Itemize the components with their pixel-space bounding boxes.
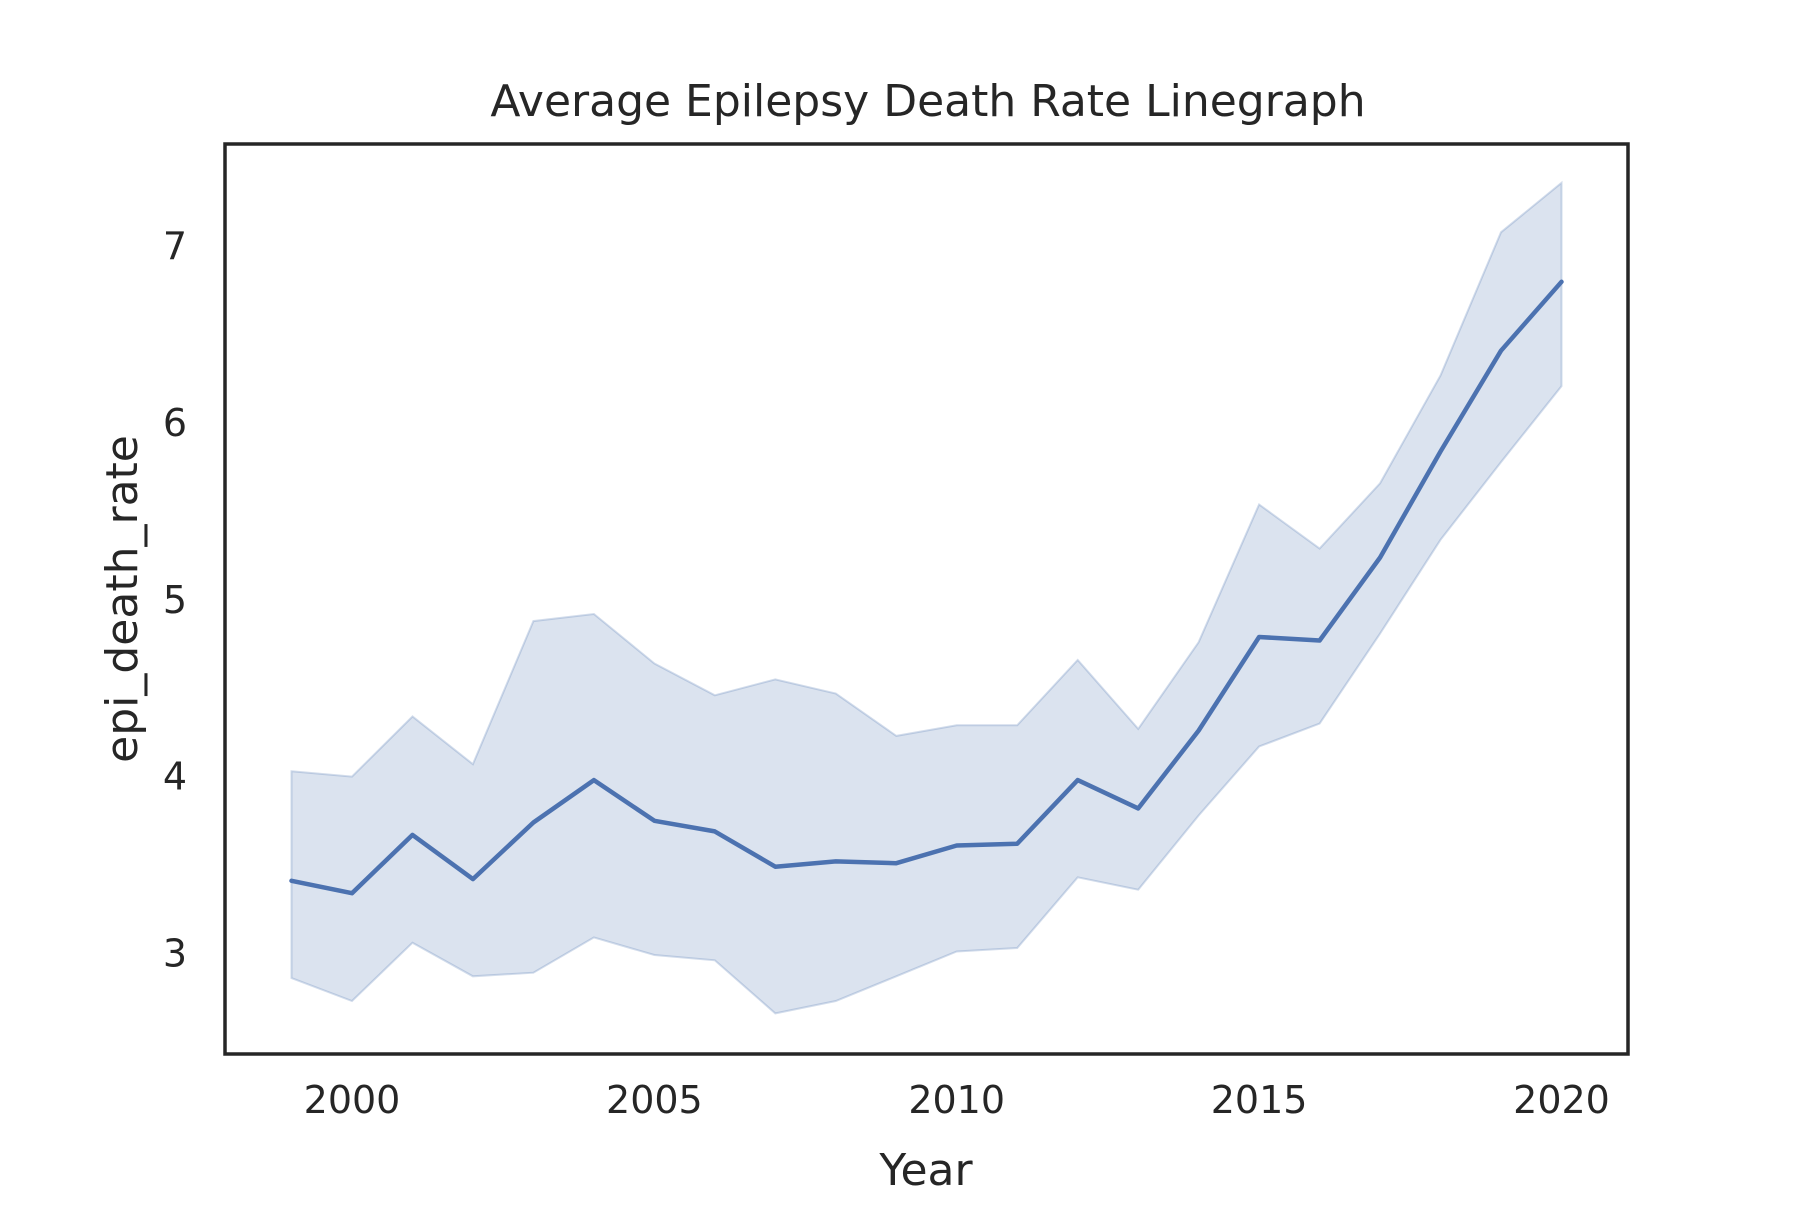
y-tick-label: 3 xyxy=(163,931,187,975)
data-point xyxy=(1559,279,1565,285)
series-line xyxy=(289,279,1564,896)
y-tick-label: 6 xyxy=(163,401,187,445)
x-axis: 2000 2005 2010 2015 2020 xyxy=(304,1078,1610,1122)
x-axis-label: Year xyxy=(878,1145,973,1196)
data-point xyxy=(893,860,899,866)
plot-area xyxy=(289,180,1565,1015)
data-point xyxy=(651,818,657,824)
data-point xyxy=(1438,449,1444,455)
y-axis-label: epi_death_rate xyxy=(97,435,148,763)
chart-title: Average Epilepsy Death Rate Linegraph xyxy=(490,76,1365,127)
data-point xyxy=(1014,841,1020,847)
data-point xyxy=(1317,638,1323,644)
data-point xyxy=(1075,777,1081,783)
data-point xyxy=(1256,634,1262,640)
data-point xyxy=(712,828,718,834)
data-point xyxy=(289,878,295,884)
x-tick-label: 2000 xyxy=(304,1078,401,1122)
data-point xyxy=(530,820,536,826)
data-point xyxy=(1135,805,1141,811)
x-tick-label: 2010 xyxy=(908,1078,1005,1122)
y-tick-label: 5 xyxy=(163,578,187,622)
y-tick-label: 4 xyxy=(163,755,187,799)
data-point xyxy=(1498,348,1504,354)
data-point xyxy=(1377,555,1383,561)
data-point xyxy=(833,858,839,864)
data-point xyxy=(772,864,778,870)
data-point xyxy=(591,777,597,783)
x-tick-label: 2020 xyxy=(1513,1078,1610,1122)
data-point xyxy=(954,843,960,849)
y-tick-label: 7 xyxy=(163,225,187,269)
data-point xyxy=(1196,728,1202,734)
x-tick-label: 2005 xyxy=(606,1078,703,1122)
data-point xyxy=(470,876,476,882)
y-axis: 3 4 5 6 7 xyxy=(163,225,187,976)
x-tick-label: 2015 xyxy=(1211,1078,1308,1122)
confidence-band xyxy=(290,180,1563,1015)
data-point xyxy=(349,890,355,896)
data-point xyxy=(410,832,416,838)
plot-frame xyxy=(223,142,1630,1056)
